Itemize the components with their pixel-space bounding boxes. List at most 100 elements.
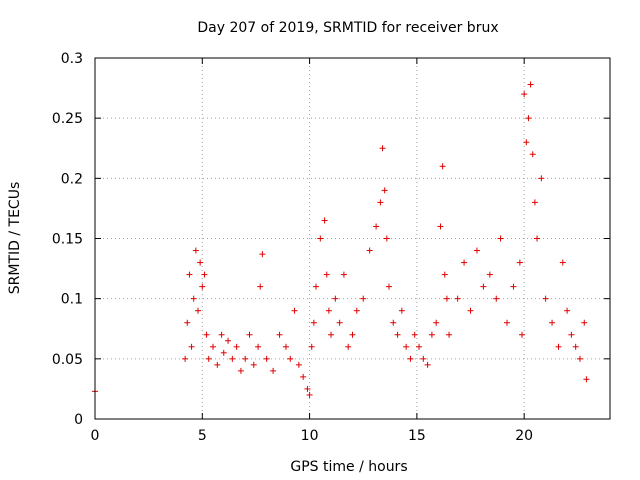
data-point [201, 271, 208, 278]
data-point [233, 343, 240, 350]
data-point [349, 331, 356, 338]
x-tick-label: 0 [91, 428, 100, 444]
data-point [516, 259, 523, 266]
data-point [437, 223, 444, 230]
data-point [353, 307, 360, 314]
data-point [424, 361, 431, 368]
data-point [390, 319, 397, 326]
data-point [525, 115, 532, 122]
data-point [379, 145, 386, 152]
data-point [497, 235, 504, 242]
x-tick-label: 15 [408, 428, 426, 444]
data-point [441, 271, 448, 278]
data-point [486, 271, 493, 278]
y-tick-label: 0.05 [52, 352, 83, 368]
data-point [576, 355, 583, 362]
x-tick-label: 5 [198, 428, 207, 444]
data-point [306, 391, 313, 398]
data-point [542, 295, 549, 302]
data-point [308, 343, 315, 350]
data-point [300, 373, 307, 380]
data-point [480, 283, 487, 290]
data-point [321, 217, 328, 224]
data-point [237, 367, 244, 374]
data-point [310, 319, 317, 326]
data-point [454, 295, 461, 302]
data-point [443, 295, 450, 302]
data-point [229, 355, 236, 362]
data-point [446, 331, 453, 338]
data-point [568, 331, 575, 338]
x-tick-label: 10 [301, 428, 319, 444]
data-point [403, 343, 410, 350]
data-point [246, 331, 253, 338]
data-point [564, 307, 571, 314]
data-point [467, 307, 474, 314]
data-point [366, 247, 373, 254]
data-point [373, 223, 380, 230]
data-point [282, 343, 289, 350]
data-point [411, 331, 418, 338]
data-point [385, 283, 392, 290]
data-point [199, 283, 206, 290]
y-tick-label: 0.1 [61, 292, 83, 308]
data-point [383, 235, 390, 242]
data-point [203, 331, 210, 338]
data-point [559, 259, 566, 266]
data-point [186, 271, 193, 278]
data-point [527, 81, 534, 88]
data-point [291, 307, 298, 314]
data-point [416, 343, 423, 350]
data-point [549, 319, 556, 326]
data-point [188, 343, 195, 350]
axes [94, 57, 611, 420]
data-point [521, 91, 528, 98]
data-point [255, 343, 262, 350]
data-point [214, 361, 221, 368]
data-point [493, 295, 500, 302]
data-point [218, 331, 225, 338]
data-point [184, 319, 191, 326]
data-point [332, 295, 339, 302]
data-points [92, 81, 590, 398]
x-tick-label: 20 [515, 428, 533, 444]
data-point [407, 355, 414, 362]
data-point [523, 139, 530, 146]
plot-frame [94, 57, 611, 420]
data-point [295, 361, 302, 368]
data-point [433, 319, 440, 326]
data-point [377, 199, 384, 206]
data-point [323, 271, 330, 278]
data-point [270, 367, 277, 374]
grid [95, 58, 610, 419]
data-point [287, 355, 294, 362]
x-ticks: 0 5 10 15 20 [91, 58, 533, 444]
data-point [581, 319, 588, 326]
data-point [317, 235, 324, 242]
data-point [519, 331, 526, 338]
data-point [420, 355, 427, 362]
y-tick-label: 0 [74, 412, 83, 428]
data-point [250, 361, 257, 368]
data-point [398, 307, 405, 314]
data-point [473, 247, 480, 254]
y-tick-label: 0.3 [61, 51, 83, 67]
data-point [259, 251, 266, 258]
x-axis-label: GPS time / hours [290, 459, 407, 475]
data-point [461, 259, 468, 266]
data-point [504, 319, 510, 326]
data-point [360, 295, 367, 302]
y-tick-label: 0.15 [52, 232, 83, 248]
data-point [325, 307, 332, 314]
y-tick-label: 0.25 [52, 111, 83, 127]
data-point [210, 343, 217, 350]
data-point [531, 199, 538, 206]
data-point [220, 349, 227, 356]
data-point [257, 283, 264, 290]
data-point [205, 355, 212, 362]
data-point [534, 235, 541, 242]
data-point [263, 355, 270, 362]
data-point [313, 283, 320, 290]
y-tick-label: 0.2 [61, 171, 83, 187]
